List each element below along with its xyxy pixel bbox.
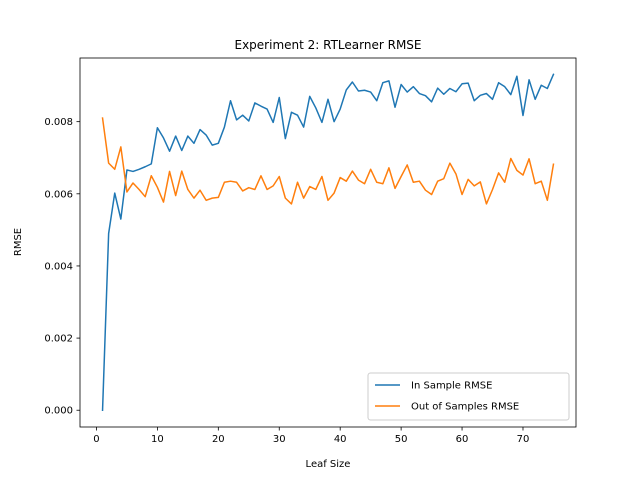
legend-label-1: Out of Samples RMSE	[411, 402, 519, 413]
series-line-1	[101, 117, 555, 205]
x-tick-label: 0	[93, 434, 99, 445]
x-tick-label: 20	[212, 434, 225, 445]
x-tick-label: 60	[456, 434, 469, 445]
y-tick-label: 0.002	[44, 334, 73, 345]
y-tick-label: 0.008	[44, 117, 73, 128]
x-tick-label: 10	[151, 434, 164, 445]
x-tick-label: 50	[395, 434, 408, 445]
chart-title: Experiment 2: RTLearner RMSE	[235, 38, 422, 52]
x-axis-title: Leaf Size	[306, 459, 351, 470]
y-tick-label: 0.000	[44, 406, 73, 417]
y-axis-title: RMSE	[13, 228, 24, 256]
x-tick-label: 70	[517, 434, 530, 445]
legend-box	[367, 372, 570, 421]
y-tick-label: 0.006	[44, 189, 73, 200]
x-tick-label: 30	[273, 434, 286, 445]
y-tick-label: 0.004	[44, 261, 73, 272]
plot-area: 0 10 20 30 40 50 60 70 0.000 0.002 0.004 0.006 0.008…	[44, 57, 577, 445]
legend-label-0: In Sample RMSE	[411, 381, 492, 392]
series-line-0	[101, 73, 555, 412]
x-tick-label: 40	[334, 434, 347, 445]
axes-frame	[79, 57, 577, 428]
